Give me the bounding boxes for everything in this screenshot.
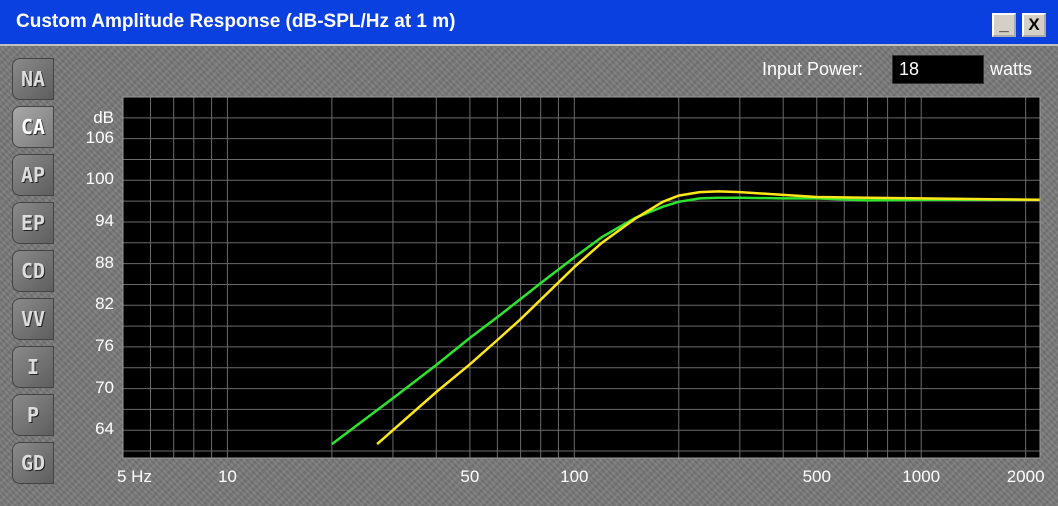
series-line-1 — [331, 196, 1040, 446]
tab-na[interactable]: NA — [12, 58, 54, 100]
y-tick-label: 76 — [95, 335, 114, 355]
series-line-2 — [376, 190, 1040, 446]
y-tick-label: 106 — [85, 127, 114, 147]
x-tick-label: 2000 — [1006, 467, 1045, 486]
tab-cd[interactable]: CD — [12, 250, 54, 292]
title-bar[interactable]: Custom Amplitude Response (dB-SPL/Hz at … — [0, 0, 1058, 46]
x-tick-label: 10 — [217, 467, 237, 486]
y-tick-label: 82 — [95, 294, 114, 314]
x-tick-label: 5 Hz — [117, 467, 152, 486]
y-tick-label: 70 — [95, 377, 114, 397]
y-tick-label: 100 — [85, 169, 114, 189]
y-tick-label: 64 — [95, 419, 114, 439]
y-tick-label: 94 — [95, 210, 114, 230]
minimize-button[interactable]: _ — [992, 13, 1016, 37]
tab-p[interactable]: P — [12, 394, 54, 436]
tab-ap[interactable]: AP — [12, 154, 54, 196]
input-power-field[interactable] — [892, 55, 984, 84]
x-tick-label: 500 — [802, 467, 831, 486]
y-axis-label: dB — [93, 108, 114, 127]
x-tick-label: 50 — [460, 467, 480, 486]
tab-gd[interactable]: GD — [12, 442, 54, 484]
close-button[interactable]: X — [1022, 13, 1046, 37]
tab-vv[interactable]: VV — [12, 298, 54, 340]
input-power-label: Input Power: — [762, 59, 864, 79]
tab-ep[interactable]: EP — [12, 202, 54, 244]
input-power-unit: watts — [990, 59, 1033, 79]
tab-ca[interactable]: CA — [12, 106, 54, 148]
plot-area — [123, 97, 1040, 458]
x-tick-label: 1000 — [902, 467, 941, 486]
y-tick-label: 88 — [95, 252, 114, 272]
tab-i[interactable]: I — [12, 346, 54, 388]
x-tick-label: 100 — [560, 467, 589, 486]
plot-border — [122, 96, 1041, 459]
window-title: Custom Amplitude Response (dB-SPL/Hz at … — [16, 11, 456, 32]
